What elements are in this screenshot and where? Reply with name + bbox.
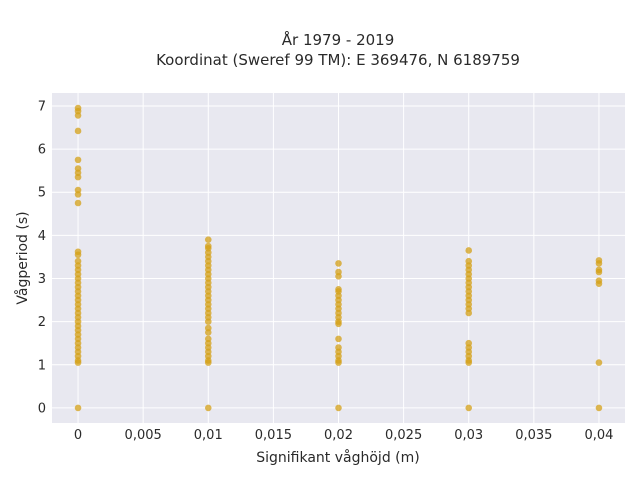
data-point [204, 236, 212, 243]
data-point [74, 127, 82, 135]
data-point [465, 339, 473, 347]
data-point [335, 285, 342, 293]
y-tick-label: 5 [38, 186, 46, 201]
data-point [465, 247, 473, 254]
data-point [74, 248, 82, 256]
data-point [204, 242, 212, 250]
data-point [595, 266, 603, 274]
data-point [74, 104, 82, 112]
x-tick-label: 0,025 [385, 428, 422, 443]
data-point [335, 268, 342, 276]
x-axis-ticks: 0 0,005 0,01 0,015 0,02 0,025 0,03 0,035 0,04 [74, 428, 614, 443]
y-tick-label: 1 [38, 358, 46, 373]
data-point [335, 335, 342, 343]
data-point [465, 257, 473, 265]
data-point [74, 404, 82, 412]
chart-title-line2: Koordinat (Sweref 99 TM): E 369476, N 61… [156, 51, 520, 69]
x-tick-label: 0,01 [194, 428, 223, 443]
chart-title-line1: År 1979 - 2019 [282, 30, 395, 49]
y-tick-label: 0 [38, 401, 46, 416]
data-point [595, 359, 603, 366]
x-tick-label: 0,005 [125, 428, 162, 443]
data-point [204, 324, 212, 332]
data-point [74, 156, 82, 164]
x-tick-label: 0,02 [324, 428, 353, 443]
data-point [74, 165, 82, 172]
data-point [595, 277, 603, 284]
y-tick-label: 6 [38, 143, 46, 158]
x-tick-label: 0,035 [515, 428, 552, 443]
data-point [465, 404, 473, 412]
data-point [335, 404, 342, 412]
data-point [595, 404, 603, 412]
data-point [74, 257, 82, 265]
x-tick-label: 0,04 [584, 428, 613, 443]
data-point [204, 404, 212, 412]
y-axis-ticks: 0 1 2 3 4 5 6 7 [38, 99, 46, 416]
x-axis-label: Signifikant våghöjd (m) [256, 449, 419, 466]
data-point [595, 257, 603, 264]
data-point [204, 335, 212, 343]
data-point [335, 260, 342, 267]
data-point [335, 344, 342, 351]
x-tick-label: 0,03 [454, 428, 483, 443]
y-tick-label: 3 [38, 272, 46, 287]
data-point [74, 186, 82, 194]
data-points [74, 104, 603, 412]
y-tick-label: 4 [38, 229, 46, 244]
y-axis-label: Vågperiod (s) [14, 211, 31, 304]
data-point [74, 199, 82, 207]
y-tick-label: 7 [38, 99, 46, 114]
x-tick-label: 0,015 [255, 428, 292, 443]
y-tick-label: 2 [38, 315, 46, 330]
x-tick-label: 0 [74, 428, 82, 443]
